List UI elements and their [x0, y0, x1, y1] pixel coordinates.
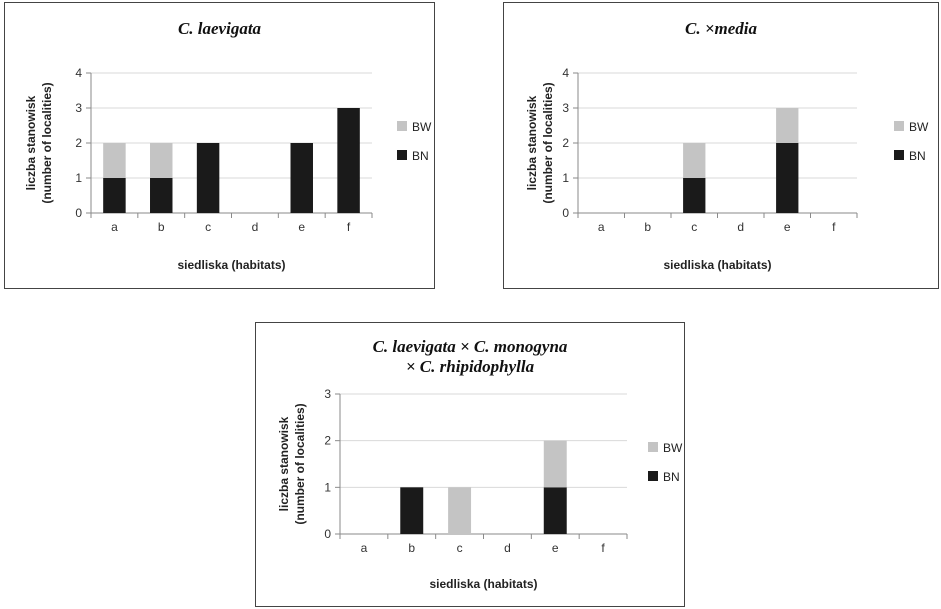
x-tick-label: f [601, 541, 605, 555]
bar-bw [448, 487, 472, 534]
bar-bn [776, 143, 799, 213]
y-tick-label: 3 [562, 101, 569, 115]
y-tick-label: 0 [562, 206, 569, 220]
legend-swatch-bn [648, 471, 658, 481]
y-tick-label: 1 [324, 480, 331, 494]
legend-swatch-bw [397, 121, 407, 131]
legend-label-bw: BW [412, 120, 432, 134]
bar-bn [196, 143, 220, 213]
bar-bw [103, 143, 126, 178]
bar-bn [290, 143, 313, 213]
x-tick-label: c [457, 541, 463, 555]
x-tick-label: d [737, 220, 744, 234]
y-tick-label: 2 [324, 434, 331, 448]
y-axis-label: liczba stanowisk [277, 416, 291, 511]
chart-svg: 0 1 2 3 a b c d e f siedliska (habitats) liczba sta… [277, 387, 683, 591]
y-axis-label: (number of localities) [541, 82, 555, 203]
chart-svg: 0 1 2 3 4 a b c d e f siedliska (habitats) liczba st… [525, 66, 929, 272]
x-tick-label: a [111, 220, 118, 234]
y-tick-label: 4 [75, 66, 82, 80]
legend-label-bn: BN [663, 470, 680, 484]
x-tick-label: c [691, 220, 697, 234]
y-tick-label: 4 [562, 66, 569, 80]
chart-title-line: C. laevigata [177, 19, 262, 38]
legend-label-bn: BN [909, 149, 926, 163]
x-tick-label: d [504, 541, 511, 555]
legend-swatch-bw [894, 121, 904, 131]
x-tick-label: c [205, 220, 211, 234]
legend-swatch-bn [894, 150, 904, 160]
x-tick-label: b [158, 220, 165, 234]
legend-label-bw: BW [663, 441, 683, 455]
chart-title-line: C. ×media [684, 19, 758, 38]
bar-bw [543, 440, 567, 488]
y-axis-label: liczba stanowisk [24, 95, 38, 190]
x-tick-label: e [552, 541, 559, 555]
x-tick-label: f [832, 220, 836, 234]
legend-label-bn: BN [412, 149, 429, 163]
x-tick-label: a [598, 220, 605, 234]
y-tick-label: 1 [75, 171, 82, 185]
x-tick-label: e [298, 220, 305, 234]
bar-bn [150, 178, 173, 213]
legend-label-bw: BW [909, 120, 929, 134]
x-tick-label: a [361, 541, 368, 555]
chart-title-line: C. laevigata × C. monogyna [372, 337, 568, 356]
chart-title: C. laevigata [5, 19, 434, 39]
y-tick-label: 0 [75, 206, 82, 220]
y-tick-label: 0 [324, 527, 331, 541]
y-axis-label: (number of localities) [293, 403, 307, 524]
x-tick-label: f [347, 220, 351, 234]
y-tick-label: 2 [75, 136, 82, 150]
bar-bn [103, 178, 126, 213]
chart-title-line: × C. rhipidophylla [405, 357, 535, 376]
chart-panel-media: C. ×media 0 1 2 3 4 a b c d e f siedliska (habitats… [503, 2, 939, 289]
y-tick-label: 3 [324, 387, 331, 401]
bar-bn [337, 108, 360, 213]
chart-panel-hybrid: C. laevigata × C. monogyna × C. rhipidop… [255, 322, 685, 607]
y-axis-label: liczba stanowisk [525, 95, 539, 190]
y-tick-label: 3 [75, 101, 82, 115]
bar-bn [683, 178, 706, 213]
y-tick-label: 2 [562, 136, 569, 150]
x-axis-label: siedliska (habitats) [177, 258, 285, 272]
x-tick-label: d [252, 220, 259, 234]
x-tick-label: b [408, 541, 415, 555]
y-axis-label: (number of localities) [40, 82, 54, 203]
chart-panel-laevigata: C. laevigata 0 1 2 3 4 a b c d e f siedliska (habit… [4, 2, 435, 289]
y-tick-label: 1 [562, 171, 569, 185]
bar-bn [400, 487, 424, 534]
legend-swatch-bw [648, 442, 658, 452]
x-tick-label: e [784, 220, 791, 234]
bar-bw [683, 143, 706, 178]
bar-bw [150, 143, 173, 178]
bar-bw [776, 108, 799, 143]
bar-bn [543, 487, 567, 534]
x-axis-label: siedliska (habitats) [429, 577, 537, 591]
chart-svg: 0 1 2 3 4 a b c d e f siedliska (habitats) liczba st… [24, 66, 432, 272]
x-tick-label: b [644, 220, 651, 234]
x-axis-label: siedliska (habitats) [663, 258, 771, 272]
chart-title: C. ×media [504, 19, 938, 39]
legend-swatch-bn [397, 150, 407, 160]
chart-title: C. laevigata × C. monogyna × C. rhipidop… [256, 337, 684, 377]
